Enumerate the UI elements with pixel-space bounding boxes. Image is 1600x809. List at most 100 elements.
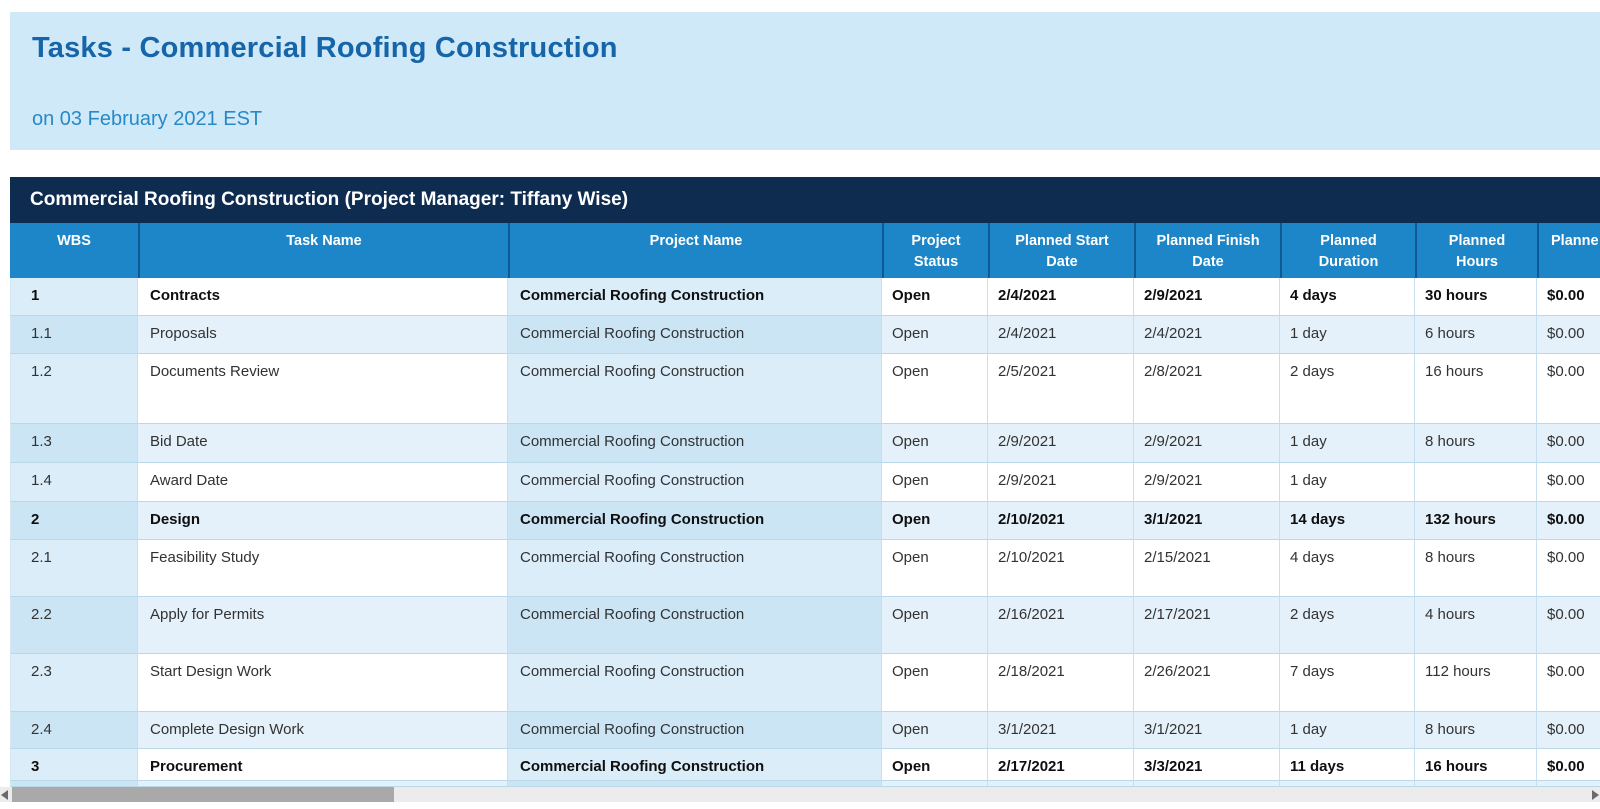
column-header-row: WBS Task Name Project Name Project Status Pl… bbox=[10, 223, 1600, 278]
cell-start: 2/10/2021 bbox=[988, 540, 1134, 597]
cell-task: Procurement bbox=[138, 749, 508, 781]
table-body: 1 Contracts Commercial Roofing Constructio… bbox=[10, 278, 1600, 787]
cell-start bbox=[988, 781, 1134, 787]
cell-wbs: 2.1 bbox=[10, 540, 138, 597]
cell-status: Open bbox=[882, 654, 988, 712]
cell-status: Open bbox=[882, 354, 988, 424]
cell-duration: 1 day bbox=[1280, 712, 1415, 749]
cell-cost: $0.00 bbox=[1537, 712, 1600, 749]
table-row: 2.4 Complete Design Work Commercial Roofin… bbox=[10, 712, 1600, 749]
cell-start: 2/9/2021 bbox=[988, 463, 1134, 502]
cell-hours: 132 hours bbox=[1415, 502, 1537, 540]
cell-hours: 8 hours bbox=[1415, 540, 1537, 597]
cell-finish: 2/15/2021 bbox=[1134, 540, 1280, 597]
cell-wbs: 1.2 bbox=[10, 354, 138, 424]
cell-task: Contracts bbox=[138, 278, 508, 316]
cell-project: Commercial Roofing Construction bbox=[508, 654, 882, 712]
cell-wbs: 2.3 bbox=[10, 654, 138, 712]
table-row: 1.4 Award Date Commercial Roofing Construc… bbox=[10, 463, 1600, 502]
tasks-table: Commercial Roofing Construction (Project… bbox=[10, 177, 1600, 787]
column-header-task: Task Name bbox=[138, 223, 508, 278]
scroll-left-arrow-icon[interactable] bbox=[1, 790, 8, 800]
cell-duration: 7 days bbox=[1280, 654, 1415, 712]
column-header-finish: Planned Finish Date bbox=[1134, 223, 1280, 278]
cell-duration: 2 days bbox=[1280, 597, 1415, 654]
cell-cost: $0.00 bbox=[1537, 278, 1600, 316]
cell-finish: 2/17/2021 bbox=[1134, 597, 1280, 654]
cell-status: Open bbox=[882, 424, 988, 463]
cell-finish: 2/4/2021 bbox=[1134, 316, 1280, 354]
cell-wbs bbox=[10, 781, 138, 787]
cell-finish: 3/1/2021 bbox=[1134, 502, 1280, 540]
column-header-duration: Planned Duration bbox=[1280, 223, 1415, 278]
cell-finish: 2/9/2021 bbox=[1134, 278, 1280, 316]
cell-project: Commercial Roofing Construction bbox=[508, 424, 882, 463]
cell-hours: 112 hours bbox=[1415, 654, 1537, 712]
column-header-start: Planned Start Date bbox=[988, 223, 1134, 278]
table-row: 1 Contracts Commercial Roofing Constructio… bbox=[10, 278, 1600, 316]
cell-task: Design bbox=[138, 502, 508, 540]
horizontal-scrollbar[interactable] bbox=[0, 787, 1600, 802]
cell-cost: $0.00 bbox=[1537, 316, 1600, 354]
scrollbar-thumb[interactable] bbox=[12, 787, 394, 802]
cell-duration: 1 day bbox=[1280, 463, 1415, 502]
cell-cost: $0.00 bbox=[1537, 354, 1600, 424]
cell-finish: 3/1/2021 bbox=[1134, 712, 1280, 749]
cell-status bbox=[882, 781, 988, 787]
cell-start: 2/17/2021 bbox=[988, 749, 1134, 781]
cell-wbs: 1.3 bbox=[10, 424, 138, 463]
cell-wbs: 3 bbox=[10, 749, 138, 781]
project-banner: Commercial Roofing Construction (Project… bbox=[10, 177, 1600, 223]
cell-cost: $0.00 bbox=[1537, 654, 1600, 712]
cell-cost: $0.00 bbox=[1537, 463, 1600, 502]
cell-wbs: 1 bbox=[10, 278, 138, 316]
cell-status: Open bbox=[882, 502, 988, 540]
cell-wbs: 1.1 bbox=[10, 316, 138, 354]
cell-finish: 2/9/2021 bbox=[1134, 424, 1280, 463]
column-header-wbs: WBS bbox=[57, 233, 91, 249]
table-row: 1.2 Documents Review Commercial Roofing Co… bbox=[10, 354, 1600, 424]
cell-project: Commercial Roofing Construction bbox=[508, 502, 882, 540]
cell-cost: $0.00 bbox=[1537, 597, 1600, 654]
cell-task: Apply for Permits bbox=[138, 597, 508, 654]
cell-cost: $0.00 bbox=[1537, 424, 1600, 463]
cell-status: Open bbox=[882, 712, 988, 749]
cell-task: Complete Design Work bbox=[138, 712, 508, 749]
cell-finish: 2/8/2021 bbox=[1134, 354, 1280, 424]
table-row: 1.3 Bid Date Commercial Roofing Constructi… bbox=[10, 424, 1600, 463]
cell-task: Start Design Work bbox=[138, 654, 508, 712]
cell-duration: 1 day bbox=[1280, 316, 1415, 354]
cell-status: Open bbox=[882, 540, 988, 597]
cell-project: Commercial Roofing Construction bbox=[508, 463, 882, 502]
cell-hours bbox=[1415, 781, 1537, 787]
cell-hours: 30 hours bbox=[1415, 278, 1537, 316]
cell-status: Open bbox=[882, 463, 988, 502]
cell-status: Open bbox=[882, 597, 988, 654]
cell-duration bbox=[1280, 781, 1415, 787]
cell-start: 2/4/2021 bbox=[988, 316, 1134, 354]
cell-project: Commercial Roofing Construction bbox=[508, 278, 882, 316]
report-date: on 03 February 2021 EST bbox=[32, 108, 263, 130]
cell-start: 2/5/2021 bbox=[988, 354, 1134, 424]
cell-duration: 4 days bbox=[1280, 278, 1415, 316]
cell-hours bbox=[1415, 463, 1537, 502]
cell-cost: $0.00 bbox=[1537, 502, 1600, 540]
cell-project: Commercial Roofing Construction bbox=[508, 749, 882, 781]
table-row: 2 Design Commercial Roofing Construction Op… bbox=[10, 502, 1600, 540]
column-header-cost: Planne bbox=[1537, 223, 1600, 278]
cell-finish: 3/3/2021 bbox=[1134, 749, 1280, 781]
table-row: 2.1 Feasibility Study Commercial Roofing C… bbox=[10, 540, 1600, 597]
column-header-status: Project Status bbox=[882, 223, 988, 278]
partial-next-row bbox=[10, 781, 1600, 787]
cell-cost: $0.00 bbox=[1537, 749, 1600, 781]
scroll-right-arrow-icon[interactable] bbox=[1592, 790, 1599, 800]
cell-task bbox=[138, 781, 508, 787]
cell-task: Documents Review bbox=[138, 354, 508, 424]
cell-hours: 16 hours bbox=[1415, 749, 1537, 781]
table-row: 2.3 Start Design Work Commercial Roofing C… bbox=[10, 654, 1600, 712]
cell-start: 2/9/2021 bbox=[988, 424, 1134, 463]
column-header-hours: Planned Hours bbox=[1415, 223, 1537, 278]
cell-start: 3/1/2021 bbox=[988, 712, 1134, 749]
cell-hours: 6 hours bbox=[1415, 316, 1537, 354]
cell-duration: 1 day bbox=[1280, 424, 1415, 463]
